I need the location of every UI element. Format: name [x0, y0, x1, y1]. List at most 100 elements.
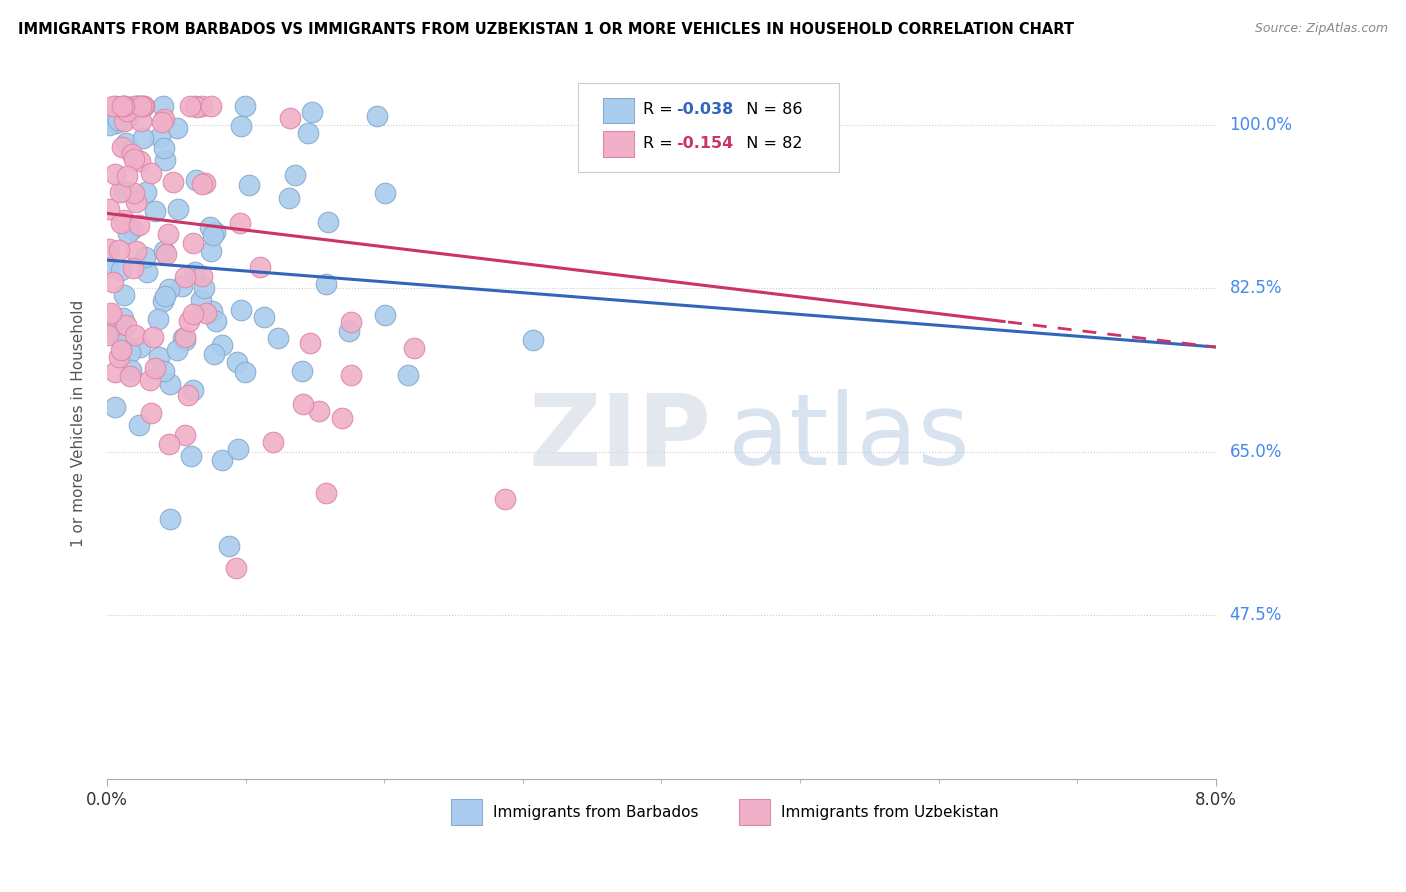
Point [184, 99, 207, 113]
Point [143, 203, 166, 218]
Point [174, 428, 197, 442]
Point [198, 220, 221, 235]
Point [148, 129, 170, 144]
Point [108, 244, 131, 258]
Point [253, 310, 276, 324]
Point [177, 388, 200, 402]
Point [179, 99, 201, 113]
Point [155, 246, 177, 260]
Point [186, 100, 208, 114]
FancyBboxPatch shape [603, 131, 634, 157]
Point [111, 140, 134, 154]
Point [101, 275, 124, 289]
Point [128, 99, 150, 113]
Point [111, 337, 134, 351]
Point [104, 400, 127, 414]
Point [114, 318, 136, 332]
Point [194, 176, 217, 190]
Point [129, 154, 152, 169]
Point [166, 120, 188, 135]
Point [233, 366, 256, 380]
Point [262, 435, 284, 450]
Point [226, 442, 249, 457]
Point [104, 167, 127, 181]
Point [315, 277, 337, 291]
Text: Immigrants from Barbados: Immigrants from Barbados [494, 805, 699, 820]
Point [200, 99, 222, 113]
Point [291, 364, 314, 378]
Point [298, 335, 321, 350]
Point [112, 213, 135, 227]
Point [111, 99, 134, 113]
Point [190, 293, 212, 308]
Point [112, 288, 135, 302]
Point [120, 368, 142, 383]
Point [107, 112, 129, 127]
Point [174, 330, 197, 344]
Point [181, 307, 204, 321]
Point [174, 269, 197, 284]
Point [315, 486, 337, 500]
Point [229, 119, 252, 133]
Point [191, 268, 214, 283]
Point [117, 103, 139, 118]
Point [155, 289, 177, 303]
Point [404, 341, 426, 355]
Point [125, 194, 148, 209]
Point [174, 333, 197, 347]
Point [202, 228, 225, 243]
Point [172, 331, 194, 345]
Point [225, 561, 247, 575]
Point [114, 99, 136, 113]
Point [167, 202, 190, 216]
Text: 47.5%: 47.5% [1230, 607, 1282, 624]
Point [157, 437, 180, 451]
Point [152, 114, 174, 128]
Point [193, 281, 215, 295]
Point [522, 333, 544, 347]
Point [122, 186, 145, 200]
Point [238, 178, 260, 193]
Point [128, 218, 150, 232]
Point [112, 184, 135, 198]
Point [153, 244, 176, 258]
Point [111, 99, 134, 113]
Point [98, 242, 121, 256]
Point [97, 260, 120, 274]
Point [229, 303, 252, 318]
Point [494, 491, 516, 506]
Point [105, 116, 128, 130]
Point [205, 314, 228, 328]
Point [283, 169, 305, 183]
Point [128, 99, 150, 113]
Point [152, 112, 174, 126]
Point [180, 449, 202, 463]
Point [98, 118, 121, 132]
Point [374, 186, 396, 200]
Point [181, 235, 204, 250]
Point [104, 99, 127, 113]
Text: Immigrants from Uzbekistan: Immigrants from Uzbekistan [782, 805, 998, 820]
Point [134, 250, 156, 264]
Point [339, 368, 361, 382]
Point [191, 99, 214, 113]
Point [297, 126, 319, 140]
Point [278, 191, 301, 205]
Text: 100.0%: 100.0% [1230, 116, 1292, 134]
Point [108, 185, 131, 199]
Point [112, 113, 135, 128]
Point [218, 539, 240, 553]
Point [139, 373, 162, 387]
Point [337, 324, 360, 338]
Point [374, 309, 396, 323]
Point [112, 99, 135, 113]
Point [280, 111, 302, 125]
Point [316, 214, 339, 228]
Point [162, 175, 184, 189]
Point [104, 366, 127, 380]
Point [132, 131, 155, 145]
Point [166, 343, 188, 357]
Point [308, 404, 330, 418]
Point [100, 309, 122, 323]
Point [184, 265, 207, 279]
